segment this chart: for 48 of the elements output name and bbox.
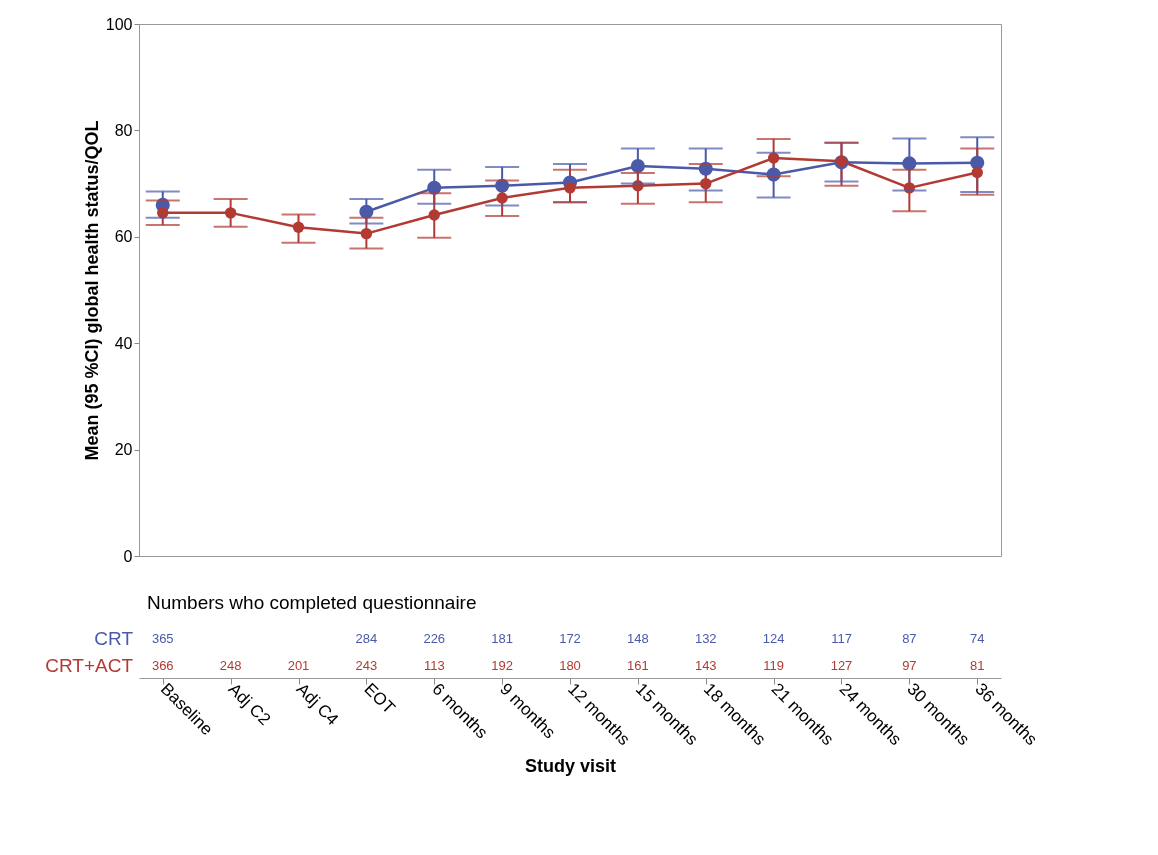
text: 180 [559, 658, 581, 673]
point [496, 192, 508, 204]
text: 161 [627, 658, 649, 673]
text: 97 [902, 658, 917, 673]
point [428, 209, 440, 221]
y-tick-label: 60 [114, 228, 133, 246]
text: CRT [94, 628, 134, 649]
text: 243 [355, 658, 378, 673]
point [630, 158, 645, 174]
x-tick-label: Adj C2 [224, 679, 275, 729]
y-tick-label: 100 [105, 15, 133, 33]
text: Numbers who completed questionnaire [147, 592, 477, 613]
y-tick-label: 0 [123, 547, 133, 565]
text: 87 [902, 631, 917, 646]
text: 226 [423, 631, 446, 646]
text: 192 [491, 658, 513, 673]
text: 143 [694, 658, 717, 673]
y-tick-label: 40 [114, 334, 133, 352]
text: 127 [830, 658, 853, 673]
point [564, 182, 576, 194]
point [360, 227, 373, 240]
y-tick-label: 80 [114, 121, 133, 139]
x-tick-label: Adj C4 [292, 679, 343, 729]
point [971, 166, 983, 179]
text: 148 [627, 631, 649, 646]
point [292, 221, 305, 233]
point [224, 207, 237, 219]
text: 248 [219, 658, 242, 673]
point [700, 177, 712, 190]
text: 132 [694, 631, 717, 646]
text: 172 [559, 631, 581, 646]
y-tick-label: 20 [114, 441, 133, 459]
x-axis-title: Study visit [524, 756, 617, 777]
text: 365 [151, 631, 174, 646]
text: 284 [355, 631, 378, 646]
text: CRT+ACT [45, 655, 134, 676]
text: 117 [831, 631, 852, 646]
point [902, 156, 917, 171]
text: 201 [287, 658, 310, 673]
text: 113 [423, 658, 445, 673]
text: 119 [763, 658, 784, 673]
text: 74 [970, 631, 985, 646]
y-axis-title: Mean (95 %CI) global health status/QOL [81, 120, 102, 461]
text: 366 [151, 658, 174, 673]
text: 81 [970, 658, 985, 673]
text: 124 [762, 631, 785, 646]
text: 181 [491, 631, 513, 646]
point [359, 204, 374, 219]
